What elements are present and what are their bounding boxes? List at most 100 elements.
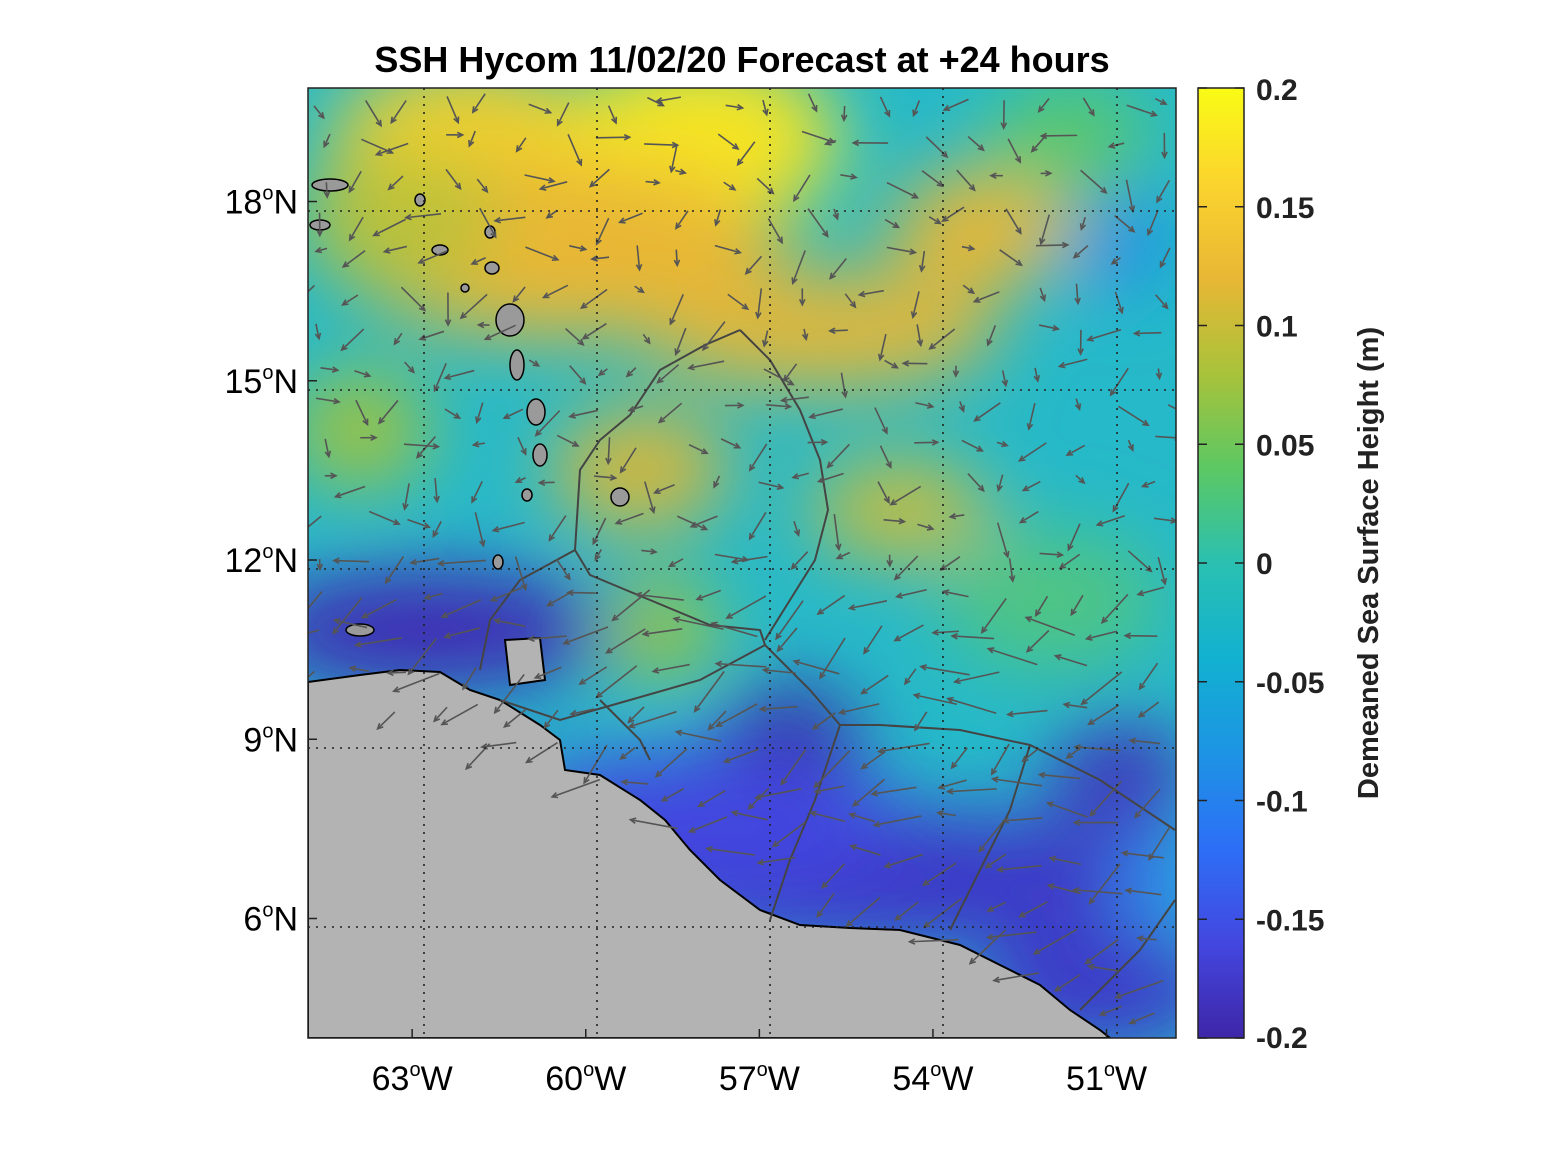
current-vector: [1019, 442, 1047, 462]
current-vector: [793, 174, 811, 201]
current-vector-head: [945, 788, 954, 795]
current-vector-head: [594, 553, 601, 562]
current-vector-head: [537, 479, 546, 487]
current-vector: [1088, 863, 1121, 904]
current-vector: [471, 256, 486, 265]
current-vector-head: [493, 216, 501, 224]
current-vector: [308, 670, 315, 679]
current-vector: [1075, 474, 1085, 484]
current-vector: [1008, 558, 1014, 582]
current-vector: [524, 174, 555, 183]
current-vector-head: [293, 300, 299, 306]
current-vector: [1026, 629, 1050, 653]
current-vector-head: [572, 440, 580, 447]
current-vector: [962, 284, 975, 294]
current-vector: [886, 181, 918, 199]
current-vector: [940, 556, 961, 571]
current-vector: [1137, 937, 1157, 941]
current-vector-head: [1037, 771, 1046, 779]
lesser-antilles: [309, 178, 630, 637]
current-vector: [348, 170, 362, 193]
current-vector-head: [673, 259, 681, 268]
current-vector-head: [835, 553, 844, 560]
current-vector: [471, 480, 483, 503]
current-vector-head: [1003, 550, 1010, 559]
current-vector: [996, 522, 1009, 558]
current-vector-head: [610, 116, 618, 125]
current-vector: [1007, 709, 1048, 716]
current-vector-head: [736, 103, 745, 111]
current-vector-head: [465, 762, 473, 771]
current-vector-head: [418, 304, 427, 312]
current-vector: [843, 105, 846, 121]
current-vector: [1088, 704, 1120, 725]
current-vector: [1114, 214, 1135, 233]
current-vector-head: [489, 595, 498, 602]
current-vector: [978, 821, 1004, 852]
current-vector-head: [893, 635, 901, 642]
current-vector-head: [907, 938, 916, 945]
current-vector-head: [904, 677, 911, 686]
current-vector: [606, 628, 646, 654]
current-vector-head: [753, 793, 762, 801]
current-vector: [1050, 857, 1082, 866]
current-vector: [444, 627, 481, 638]
current-vector-head: [901, 360, 910, 367]
current-vector: [342, 294, 359, 306]
current-vector-head: [423, 593, 432, 601]
current-vector-head: [353, 641, 362, 648]
current-vector-head: [1015, 259, 1023, 267]
current-vector: [1153, 517, 1176, 522]
current-vector: [433, 706, 448, 722]
current-vector-head: [834, 543, 842, 552]
map-frame: [307, 87, 1177, 1039]
current-vector: [904, 668, 917, 685]
current-vector: [620, 746, 636, 760]
current-vector: [717, 133, 739, 150]
current-vector-head: [776, 644, 784, 653]
current-vector-head: [660, 795, 669, 802]
current-vector: [494, 673, 525, 714]
current-vector-head: [348, 233, 356, 242]
current-vector: [690, 515, 718, 528]
current-vector: [342, 250, 366, 268]
current-vector-head: [848, 812, 856, 819]
current-vector-head: [950, 632, 958, 640]
current-vector-head: [1033, 374, 1041, 383]
current-vector: [1039, 773, 1081, 780]
current-vector-head: [952, 370, 960, 378]
current-vector-head: [755, 311, 762, 320]
current-vector: [583, 744, 608, 784]
chart-title: SSH Hycom 11/02/20 Forecast at +24 hours: [374, 39, 1109, 80]
current-vector-head: [654, 770, 663, 778]
current-vector: [390, 100, 407, 124]
current-vector: [494, 619, 526, 628]
current-vector-head: [689, 521, 698, 528]
current-vector-head: [1039, 237, 1046, 246]
landmass-south-america: [308, 668, 1112, 1038]
current-vector: [384, 245, 408, 253]
current-vector: [890, 485, 922, 506]
current-vector-head: [697, 800, 705, 808]
current-vector: [388, 175, 404, 190]
current-vector-head: [1072, 251, 1081, 259]
current-vector-head: [845, 920, 853, 928]
current-vector-head: [876, 747, 885, 755]
current-vector: [819, 637, 846, 679]
current-vector-head: [551, 254, 560, 262]
current-vector-head: [792, 659, 801, 666]
current-vector-head: [911, 192, 920, 199]
current-vector: [315, 323, 320, 339]
current-vector: [775, 600, 804, 640]
current-vector: [1156, 179, 1171, 203]
current-vector: [462, 667, 477, 690]
current-vector-head: [423, 522, 431, 529]
current-vector: [715, 209, 722, 226]
current-vector-head: [1073, 743, 1081, 751]
lat-tick-label: 15oN: [224, 362, 298, 401]
current-vector-head: [1024, 616, 1033, 623]
current-vector-head: [387, 183, 395, 191]
current-vector: [1081, 671, 1123, 705]
current-vector: [424, 592, 443, 599]
current-vector-head: [657, 416, 666, 424]
